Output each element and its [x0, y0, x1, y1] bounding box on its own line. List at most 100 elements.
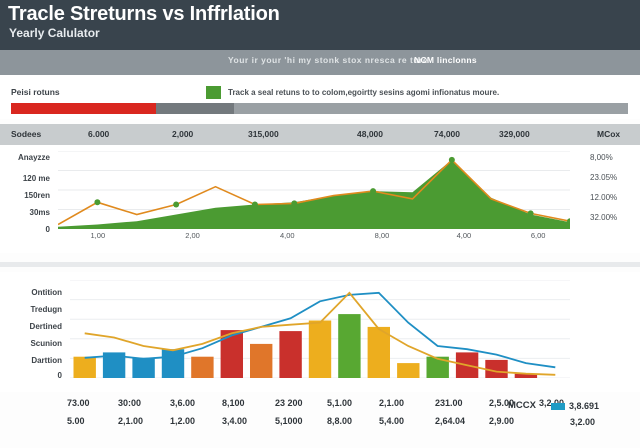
chart2-y-tick: Ontition	[31, 288, 62, 297]
summary-label: Peisi rotuns	[11, 87, 60, 97]
toolbar[interactable]: Your ir your 'hi my stonk stox nresca re…	[0, 50, 640, 75]
chart1-right-tick: 8,00%	[590, 153, 613, 162]
legend-sub-value: 3,2.00	[570, 417, 596, 427]
chart2-bar[interactable]	[308, 320, 332, 379]
toolbar-right-text[interactable]: NCM linclonns	[414, 55, 477, 65]
progress-fill-secondary	[156, 103, 234, 114]
chart1-x-tick: 1,00	[90, 231, 106, 240]
bottom-label-cell[interactable]: 2,1.00	[379, 398, 405, 408]
chart1-x-tick: 4,00	[456, 231, 472, 240]
app-header: Tracle Streturns vs Inffrlation Yearly C…	[0, 0, 640, 50]
chart1-y-tick: 120 me	[22, 174, 50, 183]
bottom-label-cell[interactable]: 5,1.00	[327, 398, 353, 408]
chart-panel-secondary: Ontition Tredugn Dertined Scunion Darttion 0	[0, 272, 640, 392]
chart2-bar[interactable]	[514, 373, 538, 378]
bottom-label-cell[interactable]: 2,5.00	[489, 398, 515, 408]
column-header-band: Sodees 6.000 2,000 315,000 48,000 74,000 329,0…	[0, 124, 640, 145]
chart2-bar[interactable]	[73, 356, 96, 378]
chart-panel-primary: Anayzze 120 me 150ren 30ms 0 8,00% 23.05% 12.0…	[0, 145, 640, 253]
chart1-right-tick: 12.00%	[590, 193, 618, 202]
bottom-label-cell[interactable]: 2,64.04	[435, 416, 466, 426]
chart2-bar[interactable]	[279, 331, 302, 378]
chart1-svg	[58, 151, 570, 229]
chart1-data-point	[567, 218, 570, 225]
chart1-y-axis: Anayzze 120 me 150ren 30ms 0	[0, 145, 50, 235]
chart2-bar[interactable]	[132, 357, 155, 378]
chart1-data-point	[173, 201, 180, 208]
chart2-bar[interactable]	[338, 314, 361, 378]
page-title: Tracle Streturns vs Inffrlation	[8, 3, 280, 25]
bottom-label-cell[interactable]: 3,4.00	[222, 416, 248, 426]
bottom-label-cell[interactable]: 1,2.00	[170, 416, 196, 426]
column-header-cell[interactable]: 6.000	[88, 129, 110, 139]
bottom-label-cell[interactable]: 23 200	[275, 398, 303, 408]
bottom-label-cell[interactable]: 8,8.00	[327, 416, 353, 426]
column-header-cell[interactable]: 315,000	[248, 129, 279, 139]
column-header-cell[interactable]: Sodees	[11, 129, 42, 139]
chart2-y-axis: Ontition Tredugn Dertined Scunion Darttion 0	[0, 272, 62, 384]
bottom-label-cell[interactable]: 5,4.00	[379, 416, 405, 426]
chart1-y-tick: 30ms	[29, 208, 50, 217]
bottom-label-cell[interactable]: 73.00	[67, 398, 90, 408]
chart2-y-tick: Tredugn	[30, 305, 62, 314]
chart1-data-point	[527, 210, 534, 217]
legend-swatch-icon	[206, 86, 221, 99]
chart2-bar[interactable]	[397, 363, 420, 378]
chart1-x-tick: 2,00	[185, 231, 200, 240]
chart1-right-axis: 8,00% 23.05% 12.00% 32.00%	[590, 145, 638, 235]
bottom-label-cell[interactable]: 5,1000	[275, 416, 303, 426]
chart2-y-tick: Dertined	[29, 322, 62, 331]
chart1-line-series	[58, 158, 570, 226]
bottom-label-cell[interactable]: 5.00	[67, 416, 85, 426]
chart1-y-tick: 0	[45, 225, 50, 234]
chart2-y-tick: Darttion	[31, 356, 62, 365]
chart2-bar[interactable]	[250, 343, 273, 378]
legend-value: 3,8.691	[569, 401, 600, 411]
mccx-label: MCCX	[508, 400, 536, 411]
chart2-bar[interactable]	[191, 356, 214, 378]
chart1-x-tick: 8,00	[374, 231, 390, 240]
bottom-label-cell[interactable]: 3,6.00	[170, 398, 196, 408]
chart1-data-point	[448, 156, 455, 163]
bottom-label-rows: 73.00 30:00 3,6.00 8,100 23 200 5,1.00 2,1.00 2…	[0, 396, 640, 440]
chart1-right-tick: 32.00%	[590, 213, 618, 222]
chart2-bar[interactable]	[485, 359, 508, 378]
chart2-line-series	[84, 291, 556, 369]
bottom-label-cell[interactable]: 2,9.00	[489, 416, 515, 426]
page-subtitle: Yearly Calulator	[9, 26, 100, 40]
chart1-area-series	[58, 159, 570, 229]
chart1-x-tick: 6,00	[530, 231, 546, 240]
chart2-y-tick: 0	[57, 371, 62, 380]
chart2-bar[interactable]	[367, 326, 390, 378]
column-header-cell[interactable]: MCox	[597, 129, 621, 139]
chart2-bar[interactable]	[220, 330, 243, 378]
bottom-label-cell[interactable]: 30:00	[118, 398, 142, 408]
chart2-plot-area	[70, 280, 570, 378]
chart1-plot-area	[58, 151, 570, 229]
chart1-data-point	[291, 200, 298, 207]
progress-fill-primary	[11, 103, 156, 114]
summary-strip: Peisi rotuns	[0, 75, 640, 119]
progress-bar[interactable]	[11, 103, 628, 114]
legend-label: Track a seal retuns to to colom,egoirtty…	[228, 88, 500, 97]
chart2-bar[interactable]	[102, 352, 126, 378]
column-header-cell[interactable]: 2,000	[172, 129, 194, 139]
chart2-bar[interactable]	[426, 356, 449, 378]
bottom-label-cell[interactable]: 231.00	[435, 398, 463, 408]
chart2-line-series	[84, 291, 556, 376]
chart1-right-tick: 23.05%	[590, 173, 618, 182]
column-header-cell[interactable]: 48,000	[357, 129, 383, 139]
chart2-legend: 3,8.691	[551, 401, 599, 411]
chart1-x-tick: 4,00	[279, 231, 295, 240]
toolbar-left-text: Your ir your 'hi my stonk stox nresca re…	[228, 55, 429, 65]
chart1-data-point	[94, 199, 101, 206]
chart1-legend: Track a seal retuns to to colom,egoirtty…	[206, 86, 499, 99]
column-header-cell[interactable]: 74,000	[434, 129, 460, 139]
bottom-label-cell[interactable]: 2,1.00	[118, 416, 144, 426]
bottom-label-cell[interactable]: 8,100	[222, 398, 245, 408]
chart1-data-point	[251, 201, 258, 208]
chart1-y-tick: Anayzze	[17, 153, 50, 162]
chart2-y-tick: Scunion	[30, 339, 62, 348]
column-header-cell[interactable]: 329,000	[499, 129, 530, 139]
